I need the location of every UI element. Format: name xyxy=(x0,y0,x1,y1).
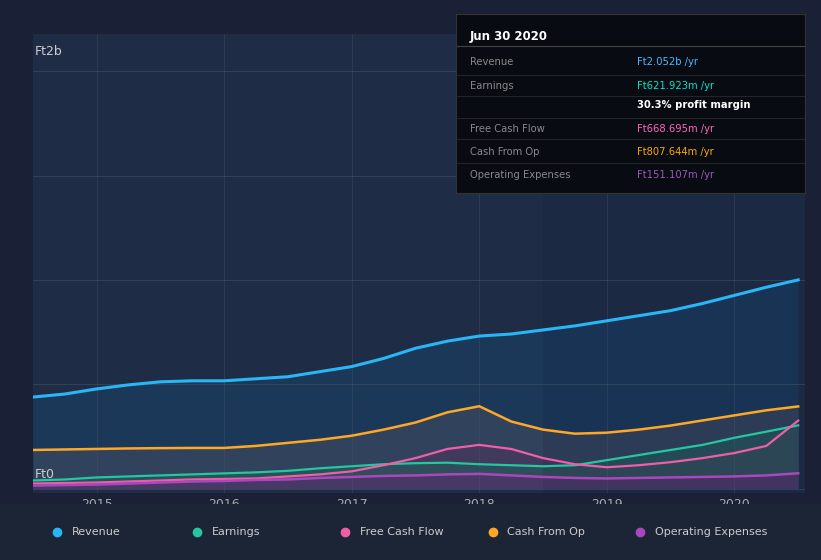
Text: Ft2b: Ft2b xyxy=(35,45,63,58)
Text: Cash From Op: Cash From Op xyxy=(507,527,585,537)
Text: Operating Expenses: Operating Expenses xyxy=(470,170,570,180)
Text: Ft807.644m /yr: Ft807.644m /yr xyxy=(637,147,713,157)
Text: Earnings: Earnings xyxy=(212,527,260,537)
Text: Operating Expenses: Operating Expenses xyxy=(655,527,768,537)
Text: Free Cash Flow: Free Cash Flow xyxy=(360,527,443,537)
Text: Revenue: Revenue xyxy=(470,57,513,67)
Text: Revenue: Revenue xyxy=(72,527,121,537)
Text: Ft621.923m /yr: Ft621.923m /yr xyxy=(637,81,714,91)
Bar xyxy=(543,34,805,493)
Text: Jun 30 2020: Jun 30 2020 xyxy=(470,30,548,43)
Text: 30.3% profit margin: 30.3% profit margin xyxy=(637,100,750,110)
Text: Ft151.107m /yr: Ft151.107m /yr xyxy=(637,170,714,180)
Text: Ft2.052b /yr: Ft2.052b /yr xyxy=(637,57,698,67)
Text: Free Cash Flow: Free Cash Flow xyxy=(470,124,544,134)
Text: Ft668.695m /yr: Ft668.695m /yr xyxy=(637,124,714,134)
Text: Ft0: Ft0 xyxy=(35,468,55,481)
Text: Earnings: Earnings xyxy=(470,81,513,91)
Text: Cash From Op: Cash From Op xyxy=(470,147,539,157)
